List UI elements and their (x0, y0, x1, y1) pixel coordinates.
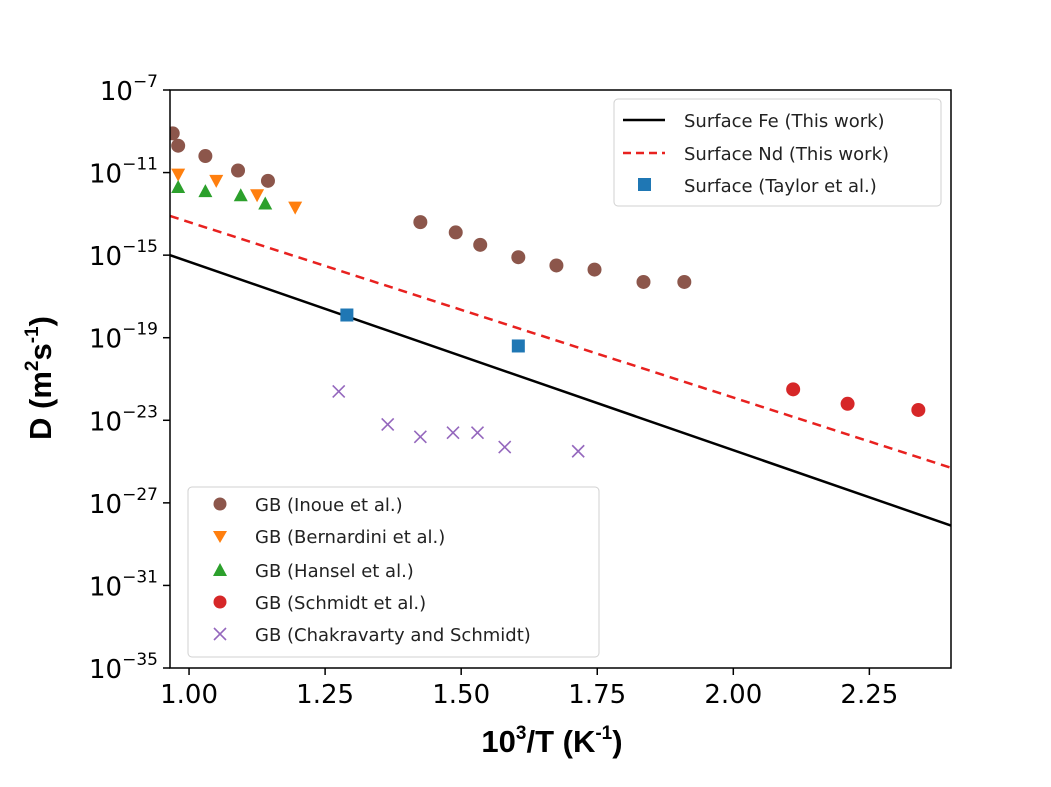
legend-swatch-gb-inoue (213, 497, 227, 511)
x-axis-title-rest1: /T (K (526, 724, 595, 759)
point-gb-inoue-et-al (413, 215, 428, 230)
point-gb-inoue-et-al (473, 237, 488, 252)
point-gb-bernardini-et-al (250, 189, 265, 203)
point-gb-chakravarty-and-schmidt (332, 384, 346, 398)
point-gb-schmidt-et-al (840, 396, 855, 411)
y-axis-title-base: D (m (23, 371, 58, 440)
x-axis-ticks: 1.00 1.25 1.50 1.75 2.00 2.25 (160, 668, 898, 710)
y-axis-title: D (m2s-1) (22, 316, 58, 440)
y-axis-title-exp2: -1 (22, 326, 43, 343)
legend-swatch-gb-hansel (213, 563, 227, 576)
x-tick-label: 1.50 (432, 680, 490, 710)
x-tick-label: 1.75 (568, 680, 626, 710)
point-gb-inoue-et-al (170, 126, 180, 141)
point-gb-inoue-et-al (677, 274, 692, 289)
legend-swatch-gb-schmidt (213, 595, 227, 609)
point-gb-inoue-et-al (260, 173, 275, 188)
legend-label-gb-bernardini: GB (Bernardini et al.) (255, 527, 445, 548)
legend-label-gb-hansel: GB (Hansel et al.) (255, 561, 414, 582)
point-gb-inoue-et-al (231, 163, 246, 178)
legend-label-surface-nd: Surface Nd (This work) (684, 144, 889, 165)
lines-layer (170, 214, 951, 527)
points-layer (170, 126, 926, 458)
y-tick-label: 10−11 (89, 155, 158, 190)
point-gb-schmidt-et-al (911, 402, 926, 417)
point-gb-inoue-et-al (171, 138, 186, 153)
x-tick-label: 1.25 (296, 680, 354, 710)
x-axis-title-rest2: ) (612, 724, 622, 759)
y-tick-label: 10−31 (89, 567, 158, 602)
legend-label-surface-taylor: Surface (Taylor et al.) (684, 176, 877, 197)
y-axis-title-rest: ) (23, 316, 58, 326)
point-surface-taylor-et-al (340, 308, 354, 322)
point-gb-inoue-et-al (198, 149, 213, 164)
x-axis-title-base: 10 (481, 724, 515, 759)
plot-frame (169, 89, 952, 669)
y-tick-label: 10−35 (89, 650, 158, 685)
point-gb-inoue-et-al (511, 250, 526, 265)
x-axis-title: 103/T (K-1) (481, 723, 622, 759)
legend-top-box (613, 98, 942, 207)
point-gb-inoue-et-al (549, 258, 564, 273)
x-tick-label: 1.00 (160, 680, 218, 710)
x-axis-title-exp: 3 (516, 723, 527, 744)
point-gb-chakravarty-and-schmidt (571, 444, 585, 458)
point-gb-hansel-et-al (198, 184, 213, 198)
legend-swatch-surface-taylor (638, 178, 651, 191)
legend-swatch-gb-chakravarty (213, 627, 227, 641)
line-surface-fe (170, 253, 951, 527)
y-tick-label: 10−7 (100, 72, 158, 107)
point-gb-hansel-et-al (171, 180, 186, 194)
point-gb-chakravarty-and-schmidt (498, 440, 512, 454)
point-gb-schmidt-et-al (786, 382, 801, 397)
point-gb-inoue-et-al (587, 262, 602, 277)
legend-swatch-gb-bernardini (213, 531, 227, 543)
point-surface-taylor-et-al (511, 339, 525, 353)
y-axis-ticks: 10−7 10−11 10−15 10−19 10−23 10−27 10−31 10−35 (89, 72, 170, 685)
point-gb-inoue-et-al (636, 274, 651, 289)
legend-label-gb-inoue: GB (Inoue et al.) (255, 495, 403, 516)
point-gb-hansel-et-al (258, 196, 273, 210)
x-axis-title-exp2: -1 (595, 723, 612, 744)
point-gb-hansel-et-al (233, 188, 248, 202)
legend-label-gb-chakravarty: GB (Chakravarty and Schmidt) (255, 625, 531, 646)
line-surface-nd (170, 214, 951, 469)
point-gb-chakravarty-and-schmidt (381, 417, 395, 431)
point-gb-chakravarty-and-schmidt (470, 426, 485, 440)
legend-bottom: GB (Inoue et al.) GB (Bernardini et al.)… (187, 486, 600, 658)
legend-label-gb-schmidt: GB (Schmidt et al.) (255, 593, 426, 614)
x-tick-label: 2.25 (840, 680, 898, 710)
legend-top: Surface Fe (This work) Surface Nd (This … (613, 98, 942, 207)
point-gb-bernardini-et-al (288, 201, 303, 215)
y-tick-label: 10−15 (89, 237, 158, 272)
point-gb-inoue-et-al (448, 225, 463, 240)
y-tick-label: 10−19 (89, 320, 158, 355)
point-gb-chakravarty-and-schmidt (446, 426, 460, 440)
y-axis-title-mid: s (23, 343, 58, 360)
x-tick-label: 2.00 (704, 680, 762, 710)
legend-bottom-box (187, 486, 600, 658)
y-axis-title-exp: 2 (22, 361, 43, 372)
point-gb-bernardini-et-al (209, 174, 224, 188)
point-gb-bernardini-et-al (171, 168, 186, 182)
plot-area (170, 126, 951, 527)
y-tick-label: 10−23 (89, 402, 158, 437)
point-gb-chakravarty-and-schmidt (413, 430, 427, 444)
y-tick-label: 10−27 (89, 485, 158, 520)
legend-label-surface-fe: Surface Fe (This work) (684, 111, 885, 132)
